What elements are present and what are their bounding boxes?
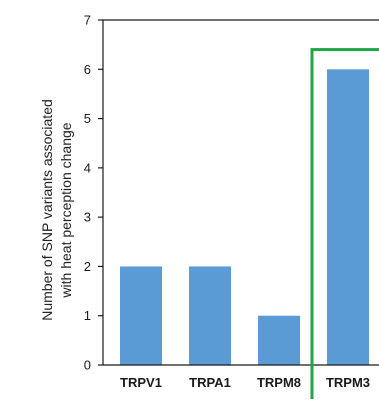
y-tick-label: 5: [84, 111, 91, 126]
x-category-label-trpv1: TRPV1: [120, 375, 162, 390]
bar-trpv1: [120, 266, 162, 365]
x-category-label-trpa1: TRPA1: [189, 375, 231, 390]
y-axis-title: Number of SNP variants associated with h…: [39, 99, 74, 321]
x-category-label-trpm8: TRPM8: [257, 375, 301, 390]
y-tick-label: 4: [84, 160, 91, 175]
y-tick-label: 7: [84, 13, 91, 28]
bar-trpm3: [327, 69, 369, 366]
y-tick-label: 2: [84, 259, 91, 274]
bar-trpm8: [258, 315, 300, 365]
highlight-box-trpm3: [310, 48, 379, 404]
y-tick-label: 1: [84, 308, 91, 323]
y-axis-title-line-1: Number of SNP variants associated: [39, 99, 55, 321]
y-tick-label: 0: [84, 358, 91, 373]
x-category-label-trpm3: TRPM3: [326, 375, 370, 390]
y-axis-ticks: 0 1 2 3 4 5 6 7: [84, 13, 103, 373]
y-tick-label: 3: [84, 210, 91, 225]
bars: [120, 69, 369, 366]
y-tick-label: 6: [84, 62, 91, 77]
x-axis-category-labels: TRPV1 TRPA1 TRPM8 TRPM3: [120, 375, 370, 390]
bar-trpa1: [189, 266, 231, 365]
y-axis-title-line-2: with heat perception change: [58, 122, 74, 298]
